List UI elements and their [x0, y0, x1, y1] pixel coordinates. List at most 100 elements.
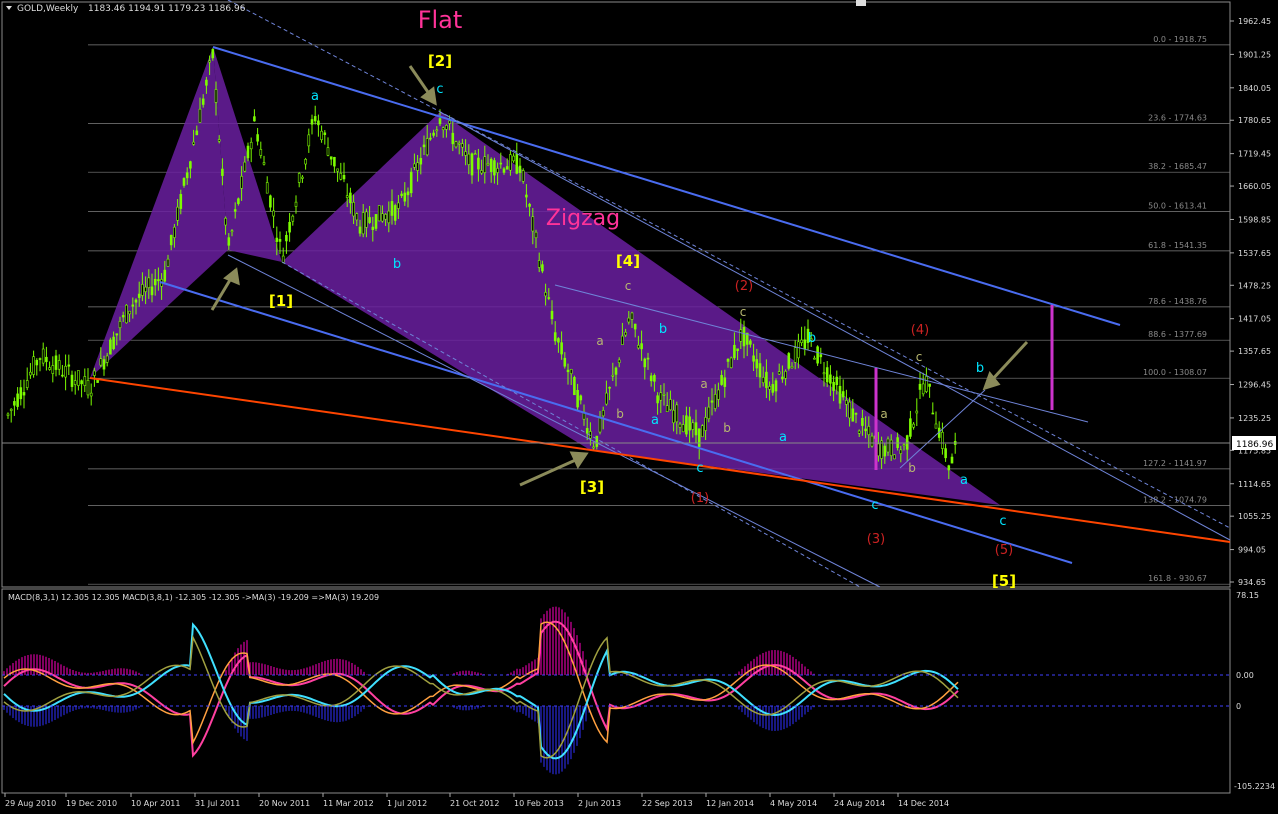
candle-body	[48, 367, 51, 370]
zigzag-pattern	[282, 112, 1000, 505]
candle-body	[89, 392, 93, 397]
candle-body	[349, 192, 352, 204]
wave-annotation: (1)	[691, 491, 709, 506]
candle-body	[777, 371, 781, 375]
candle-body	[38, 358, 42, 360]
candle-body	[217, 139, 221, 142]
candle-body	[227, 237, 231, 246]
candle-body	[265, 182, 269, 194]
candle-body	[592, 446, 595, 449]
candle-body	[566, 369, 570, 373]
candle-body	[83, 376, 87, 386]
candle-body	[813, 357, 816, 360]
candle-body	[605, 392, 608, 405]
candle-body	[483, 156, 487, 173]
candle-body	[355, 213, 359, 221]
candle-body	[93, 370, 96, 376]
macd-line-olive	[3, 634, 959, 759]
ohlc-label: 1183.46 1194.91 1179.23 1186.96	[88, 4, 246, 14]
candle-body	[381, 213, 384, 222]
candle-body	[176, 206, 179, 221]
candle-body	[851, 408, 855, 422]
wave-annotation: [5]	[992, 572, 1016, 590]
scroll-marker[interactable]	[856, 0, 866, 6]
fib-level-label: 138.2 - 1074.79	[1143, 496, 1207, 505]
candle-body	[141, 284, 144, 296]
dashed-channel-mid	[281, 261, 861, 588]
candle-body	[512, 155, 515, 162]
candle-body	[563, 357, 567, 367]
arrows	[210, 65, 1029, 487]
candle-body	[320, 130, 323, 141]
wave-annotation: c	[436, 82, 443, 97]
candle-body	[781, 376, 784, 380]
candle-body	[445, 125, 448, 130]
candle-body	[333, 156, 336, 167]
wave-annotation: b	[723, 421, 731, 435]
candle-body	[697, 428, 701, 447]
candle-body	[918, 383, 922, 390]
candle-body	[870, 435, 874, 447]
candle-body	[521, 170, 525, 182]
time-tick-label: 4 May 2014	[770, 799, 817, 808]
candle-body	[182, 178, 186, 186]
macd-line-magenta	[3, 620, 959, 758]
candle-body	[422, 144, 426, 148]
candle-body	[448, 120, 451, 124]
chevron-down-icon[interactable]	[6, 6, 12, 10]
candle-body	[905, 435, 909, 450]
candle-body	[621, 335, 624, 345]
candle-body	[275, 237, 279, 242]
price-tick-label: 1901.25	[1238, 50, 1271, 59]
candle-body	[342, 175, 346, 180]
candle-body	[649, 375, 653, 382]
candle-body	[784, 371, 787, 379]
candle-body	[672, 409, 675, 424]
candle-body	[899, 449, 903, 454]
support-line	[89, 377, 1231, 543]
candle-body	[509, 154, 512, 171]
candle-body	[301, 176, 304, 179]
time-tick-label: 24 Aug 2014	[834, 799, 885, 808]
wave-annotation: Zigzag	[546, 206, 620, 231]
candle-body	[627, 317, 631, 323]
candle-body	[419, 158, 423, 165]
price-tick-label: 934.65	[1238, 578, 1266, 587]
candle-body	[451, 132, 455, 145]
candle-body	[528, 203, 531, 207]
candle-body	[950, 456, 954, 464]
indicator-axis-min: -105.2234	[1234, 782, 1275, 791]
candle-body	[429, 137, 432, 140]
time-axis: 29 Aug 2010 19 Dec 2010 10 Apr 2011 31 Jul …	[4, 793, 949, 808]
candle-body	[665, 405, 669, 413]
price-tick-label: 1660.05	[1238, 182, 1271, 191]
candle-body	[397, 202, 400, 209]
lower-channel-line	[159, 281, 1073, 564]
indicator-label: MACD(8,3,1) 12.305 12.305 MACD(3,8,1) -1…	[8, 593, 379, 602]
candle-body	[832, 381, 835, 391]
candle-body	[173, 226, 176, 238]
upper-channel-line	[212, 46, 1121, 326]
time-tick-label: 31 Jul 2011	[195, 799, 240, 808]
candle-body	[717, 389, 720, 400]
candle-body	[323, 132, 327, 135]
candle-body	[6, 413, 10, 416]
wave-annotation: c	[625, 279, 632, 293]
candle-body	[285, 234, 288, 242]
candle-body	[646, 357, 650, 360]
candle-body	[518, 165, 522, 173]
candle-body	[617, 359, 621, 364]
candle-body	[774, 380, 778, 392]
candle-body	[224, 217, 227, 226]
candle-body	[112, 336, 115, 350]
candle-body	[941, 431, 944, 449]
candle-body	[560, 342, 563, 355]
candle-body	[601, 410, 605, 417]
candle-body	[272, 210, 275, 217]
candle-body	[496, 168, 499, 173]
candle-body	[22, 392, 26, 396]
fib-level-label: 88.6 - 1377.69	[1148, 330, 1207, 339]
candle-body	[829, 374, 832, 384]
candle-body	[208, 60, 211, 63]
price-axis: 1962.45 1901.25 1840.05 1780.65 1719.45 1660.…	[1230, 17, 1271, 587]
